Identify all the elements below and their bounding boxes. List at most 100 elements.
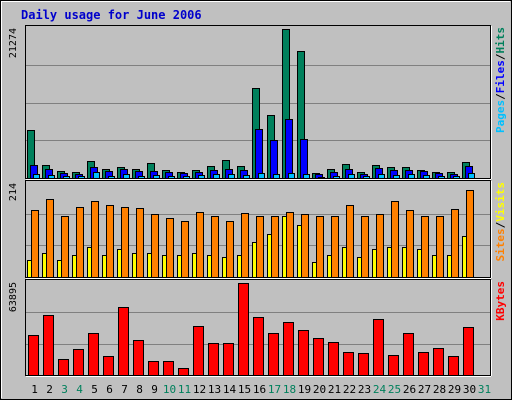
- pages-bar: [438, 176, 445, 179]
- sites-bar: [271, 216, 279, 278]
- panel-middle-ymax-label: 214: [8, 183, 19, 201]
- kbytes-bar: [238, 283, 249, 376]
- sites-bar: [211, 216, 219, 278]
- panel-bottom: 63895 KBytes: [8, 279, 507, 377]
- pages-bar: [168, 176, 175, 179]
- kbytes-bar: [88, 333, 99, 376]
- sites-bar: [226, 221, 234, 278]
- day-label: 19: [298, 383, 311, 396]
- pages-bar: [93, 172, 100, 179]
- day-label: 17: [268, 383, 281, 396]
- sites-bar: [376, 214, 384, 278]
- day-label: 1: [31, 383, 38, 396]
- legend-separator: /: [494, 53, 507, 60]
- legend-hits: Hits: [494, 27, 507, 54]
- day-label: 6: [106, 383, 113, 396]
- kbytes-bar: [403, 333, 414, 376]
- pages-bar: [378, 174, 385, 179]
- sites-bar: [181, 221, 189, 278]
- day-label: 21: [328, 383, 341, 396]
- day-label: 22: [343, 383, 356, 396]
- day-label: 12: [193, 383, 206, 396]
- legend-files: Files: [494, 60, 507, 93]
- sites-bar: [391, 201, 399, 278]
- kbytes-bar: [103, 356, 114, 376]
- files-bar: [300, 139, 308, 179]
- kbytes-bar: [148, 361, 159, 376]
- kbytes-bar: [208, 343, 219, 376]
- pages-bar: [183, 176, 190, 179]
- day-label: 9: [151, 383, 158, 396]
- sites-bar: [136, 208, 144, 278]
- kbytes-bar: [58, 359, 69, 376]
- pages-bar: [348, 174, 355, 179]
- panel-bottom-ymax-label: 63895: [8, 282, 19, 312]
- kbytes-bar: [118, 307, 129, 376]
- sites-bar: [331, 216, 339, 278]
- sites-bar: [241, 213, 249, 278]
- day-label: 18: [283, 383, 296, 396]
- pages-bar: [363, 176, 370, 179]
- pages-bar: [198, 175, 205, 179]
- day-label: 20: [313, 383, 326, 396]
- kbytes-bar: [448, 356, 459, 376]
- legend-sites: Sites: [494, 228, 507, 261]
- day-label: 3: [61, 383, 68, 396]
- kbytes-bar: [28, 335, 39, 376]
- day-label: 14: [223, 383, 237, 396]
- sites-bar: [361, 216, 369, 278]
- kbytes-bar: [283, 322, 294, 376]
- kbytes-bar: [298, 330, 309, 376]
- day-label: 25: [388, 383, 401, 396]
- day-label: 8: [136, 383, 143, 396]
- kbytes-bar: [223, 343, 234, 376]
- pages-bar: [123, 174, 130, 179]
- sites-bar: [421, 216, 429, 278]
- pages-bar: [48, 175, 55, 179]
- pages-bar: [228, 174, 235, 179]
- sites-bar: [91, 201, 99, 278]
- day-label: 30: [463, 383, 476, 396]
- sites-bar: [286, 212, 294, 278]
- pages-bar: [453, 176, 460, 179]
- panel-top-legend: Pages/Files/Hits: [494, 27, 507, 133]
- chart-panels: 21274 Pages/Files/Hits 214 Sites/Visits 6389…: [8, 25, 507, 377]
- sites-bar: [346, 205, 354, 278]
- pages-bar: [333, 176, 340, 179]
- kbytes-bar: [433, 348, 444, 376]
- sites-bar: [121, 207, 129, 278]
- sites-bar: [316, 216, 324, 278]
- panel-middle-legend: Sites/Visits: [494, 182, 507, 262]
- kbytes-bar: [163, 361, 174, 376]
- day-label: 28: [433, 383, 446, 396]
- kbytes-bar: [313, 338, 324, 376]
- day-label: 5: [91, 383, 98, 396]
- kbytes-bar: [253, 317, 264, 376]
- panel-top: 21274 Pages/Files/Hits: [8, 25, 507, 180]
- kbytes-bar: [463, 327, 474, 376]
- pages-bar: [63, 176, 70, 179]
- panel-top-ymax-label: 21274: [8, 28, 19, 58]
- legend-separator: /: [494, 221, 507, 228]
- sites-bar: [466, 190, 474, 278]
- pages-bar: [288, 173, 295, 179]
- day-label: 29: [448, 383, 461, 396]
- pages-bar: [153, 175, 160, 179]
- sites-bar: [76, 207, 84, 278]
- sites-bar: [301, 214, 309, 278]
- sites-bar: [166, 218, 174, 278]
- sites-bar: [406, 210, 414, 278]
- day-label: 31: [478, 383, 491, 396]
- kbytes-bar: [43, 315, 54, 376]
- chart-title: Daily usage for June 2006: [21, 8, 202, 22]
- pages-bar: [273, 174, 280, 179]
- pages-bar: [33, 174, 40, 179]
- kbytes-bar: [328, 342, 339, 376]
- sites-bar: [106, 205, 114, 278]
- pages-bar: [213, 174, 220, 179]
- day-label: 4: [76, 383, 83, 396]
- pages-bar: [258, 173, 265, 179]
- day-label: 24: [373, 383, 387, 396]
- kbytes-bar: [343, 352, 354, 376]
